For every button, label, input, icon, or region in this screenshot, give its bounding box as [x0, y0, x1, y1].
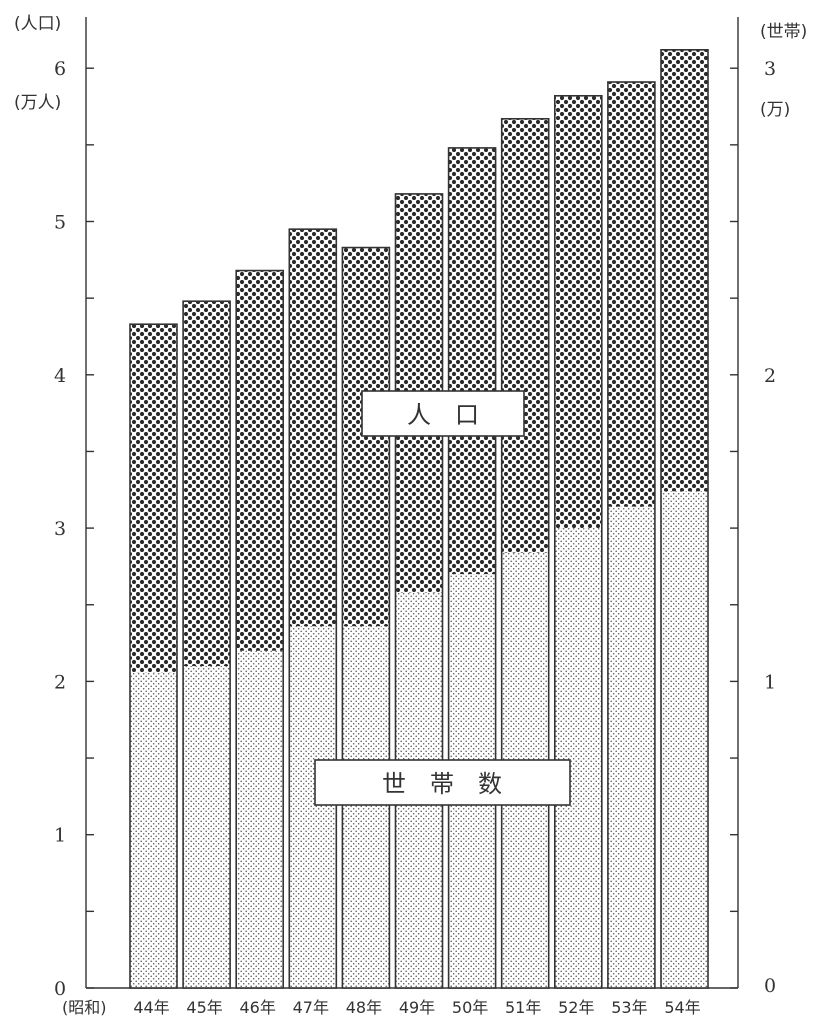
bar-households [130, 672, 177, 988]
legend-population: 人 口 [361, 390, 525, 437]
x-tick-label: 46年 [240, 998, 276, 1017]
legend-households-label: 世 帯 数 [382, 770, 502, 798]
right-tick-label: 0 [764, 975, 776, 997]
bar-outline [129, 323, 178, 989]
bar-households [554, 528, 602, 988]
bar-outline [182, 300, 231, 989]
x-tick-label: 49年 [399, 998, 435, 1017]
bar-households [661, 491, 708, 988]
bars [129, 49, 709, 989]
x-tick-label: 50年 [452, 998, 488, 1017]
legend-households: 世 帯 数 [314, 759, 571, 806]
x-tick-label: 54年 [664, 998, 700, 1017]
x-tick-label: 53年 [611, 998, 647, 1017]
left-tick-label: 3 [54, 518, 66, 540]
left-tick-label: 1 [54, 825, 66, 847]
right-axis-title: (世帯) [760, 22, 807, 42]
bar-outline [341, 246, 391, 989]
left-axis-title: (人口) [14, 14, 61, 34]
bar-households [236, 650, 284, 988]
bar-outline [447, 147, 497, 989]
bar-households [342, 626, 390, 988]
x-tick-label: 44年 [133, 998, 169, 1017]
left-tick-label: 0 [54, 978, 66, 1000]
bar-outline [235, 269, 284, 989]
left-tick-label: 4 [54, 365, 66, 387]
right-tick-label: 1 [764, 671, 776, 693]
bar-outline [500, 117, 550, 989]
x-axis-prefix: (昭和) [62, 998, 107, 1017]
right-axis-unit: (万) [760, 100, 790, 120]
x-tick-label: 51年 [505, 998, 541, 1017]
bar-outline [288, 228, 338, 989]
bar-households [183, 666, 231, 988]
x-tick-label: 47年 [293, 998, 329, 1017]
x-tick-label: 52年 [558, 998, 594, 1017]
bar-outline [553, 94, 603, 989]
right-tick-label: 3 [764, 58, 776, 80]
bar-households [289, 626, 337, 988]
x-tick-label: 48年 [346, 998, 382, 1017]
legend-population-label: 人 口 [407, 401, 479, 429]
bar-households [607, 506, 655, 988]
left-tick-label: 2 [54, 671, 66, 693]
bar-outline [394, 193, 444, 989]
x-tick-label: 45年 [186, 998, 222, 1017]
left-tick-label: 6 [54, 58, 66, 80]
right-tick-label: 2 [764, 365, 776, 387]
left-tick-label: 5 [54, 212, 66, 234]
left-axis-unit: (万人) [14, 93, 61, 113]
bar-outline [660, 49, 709, 989]
labels: 0 1 2 3 4 5 6 0 1 2 3 44年 45年 46年 47年 48年 49年 50年 51年 52年 53… [54, 58, 776, 1017]
bar-outline [607, 81, 656, 989]
